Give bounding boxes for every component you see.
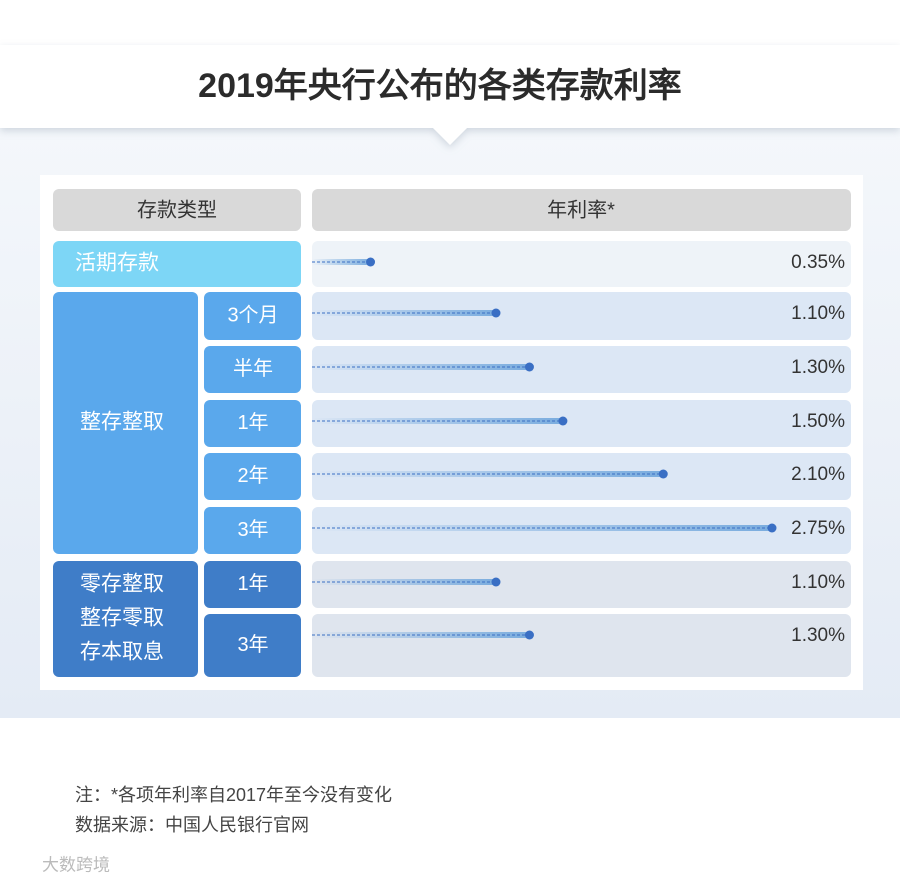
bar bbox=[312, 632, 530, 638]
sub-cell bbox=[204, 400, 301, 447]
value-label: 1.30% bbox=[791, 357, 845, 378]
bar-dot bbox=[658, 469, 668, 479]
sub-cell bbox=[204, 453, 301, 500]
note: 数据来源：中国人民银行官网 bbox=[75, 815, 309, 835]
bar-dot bbox=[524, 630, 534, 640]
bar bbox=[312, 259, 371, 265]
sub-cell bbox=[204, 292, 301, 340]
group-label: 整存整取 bbox=[80, 411, 164, 434]
value-label: 1.30% bbox=[791, 625, 845, 646]
value-cell bbox=[312, 292, 851, 340]
value-cell bbox=[312, 561, 851, 608]
header-cell bbox=[53, 189, 301, 231]
sub-label: 1年 bbox=[237, 411, 268, 434]
value-label: 1.50% bbox=[791, 411, 845, 432]
bar-dot bbox=[558, 416, 568, 426]
sub-label: 3年 bbox=[237, 633, 268, 656]
group-label: 存本取息 bbox=[80, 641, 164, 664]
sub-label: 半年 bbox=[233, 357, 273, 380]
bar-dot bbox=[524, 362, 534, 372]
sub-cell bbox=[204, 507, 301, 554]
sub-cell bbox=[204, 561, 301, 608]
header-cell bbox=[312, 189, 851, 231]
header-band bbox=[0, 45, 900, 145]
sub-label: 1年 bbox=[237, 572, 268, 595]
value-cell bbox=[312, 614, 851, 677]
group-cell bbox=[53, 292, 198, 554]
group-cell bbox=[53, 561, 198, 677]
value-label: 2.10% bbox=[791, 464, 845, 485]
group-cell bbox=[53, 241, 301, 287]
value-cell bbox=[312, 346, 851, 393]
group-label: 零存整取 bbox=[80, 573, 164, 596]
note: 注：*各项年利率自2017年至今没有变化 bbox=[75, 785, 392, 805]
header-label: 年利率* bbox=[547, 198, 615, 221]
header-label: 存款类型 bbox=[137, 198, 217, 221]
value-label: 1.10% bbox=[791, 572, 845, 593]
bar-dot bbox=[491, 577, 501, 587]
value-label: 2.75% bbox=[791, 518, 845, 539]
sub-label: 2年 bbox=[237, 464, 268, 487]
value-label: 0.35% bbox=[791, 252, 845, 273]
sub-cell bbox=[204, 614, 301, 677]
bar bbox=[312, 364, 530, 370]
sub-cell bbox=[204, 346, 301, 393]
sub-label: 3年 bbox=[237, 518, 268, 541]
bar-dot bbox=[767, 523, 777, 533]
watermark: 大数跨境 bbox=[42, 855, 110, 874]
value-cell bbox=[312, 400, 851, 447]
group-label: 活期存款 bbox=[75, 252, 159, 275]
value-label: 1.10% bbox=[791, 303, 845, 324]
sub-label: 3个月 bbox=[227, 303, 278, 326]
title: 2019年央行公布的各类存款利率 bbox=[198, 66, 682, 105]
bar-dot bbox=[491, 308, 501, 318]
bar-dot bbox=[366, 257, 376, 267]
group-label: 整存零取 bbox=[80, 607, 164, 630]
value-cell bbox=[312, 241, 851, 287]
